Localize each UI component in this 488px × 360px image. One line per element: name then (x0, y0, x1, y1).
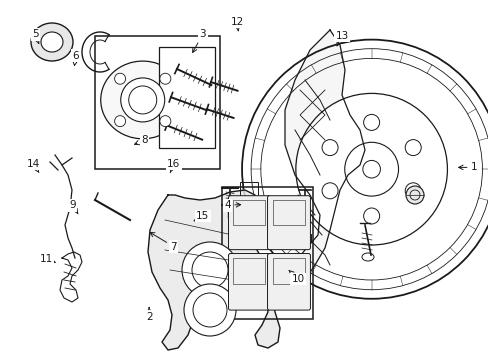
Bar (222, 187, 312, 319)
Text: 11: 11 (40, 254, 55, 264)
Ellipse shape (101, 61, 184, 139)
Circle shape (405, 140, 420, 156)
Circle shape (192, 252, 227, 288)
Text: 3: 3 (192, 29, 206, 53)
Ellipse shape (41, 32, 63, 52)
Circle shape (363, 208, 379, 224)
Bar (233, 200, 265, 225)
Text: 1: 1 (458, 162, 477, 172)
Circle shape (193, 293, 226, 327)
Circle shape (182, 242, 238, 298)
Circle shape (297, 95, 445, 243)
Text: 9: 9 (69, 200, 78, 214)
FancyBboxPatch shape (228, 253, 270, 310)
Text: 8: 8 (134, 135, 147, 145)
Text: 15: 15 (194, 211, 209, 221)
Text: 13: 13 (335, 31, 348, 46)
Text: 4: 4 (224, 200, 240, 210)
Circle shape (114, 116, 125, 127)
Text: 10: 10 (288, 271, 304, 284)
FancyBboxPatch shape (228, 196, 270, 249)
Circle shape (121, 78, 164, 122)
Bar (240, 182, 258, 196)
Bar (233, 258, 265, 284)
Text: 7: 7 (150, 233, 177, 252)
Text: 5: 5 (32, 29, 39, 44)
Text: 6: 6 (72, 51, 79, 66)
Polygon shape (285, 30, 364, 285)
Text: 16: 16 (166, 159, 180, 173)
Ellipse shape (31, 23, 73, 61)
Circle shape (183, 284, 236, 336)
Bar (272, 200, 305, 225)
FancyBboxPatch shape (267, 196, 310, 249)
Circle shape (160, 116, 170, 127)
Circle shape (363, 114, 379, 130)
Bar (95, 36, 220, 169)
Circle shape (405, 183, 420, 199)
Circle shape (322, 183, 337, 199)
Text: 14: 14 (26, 159, 40, 172)
Circle shape (114, 73, 125, 84)
FancyBboxPatch shape (267, 253, 310, 310)
Polygon shape (148, 190, 280, 350)
Text: 2: 2 (145, 307, 152, 322)
Circle shape (160, 73, 170, 84)
Bar (272, 258, 305, 284)
Circle shape (362, 161, 380, 178)
Bar (159, 47, 215, 148)
Circle shape (128, 86, 157, 114)
Circle shape (405, 186, 423, 204)
Text: 12: 12 (230, 17, 244, 31)
Bar (298, 234, 310, 242)
Circle shape (322, 140, 337, 156)
